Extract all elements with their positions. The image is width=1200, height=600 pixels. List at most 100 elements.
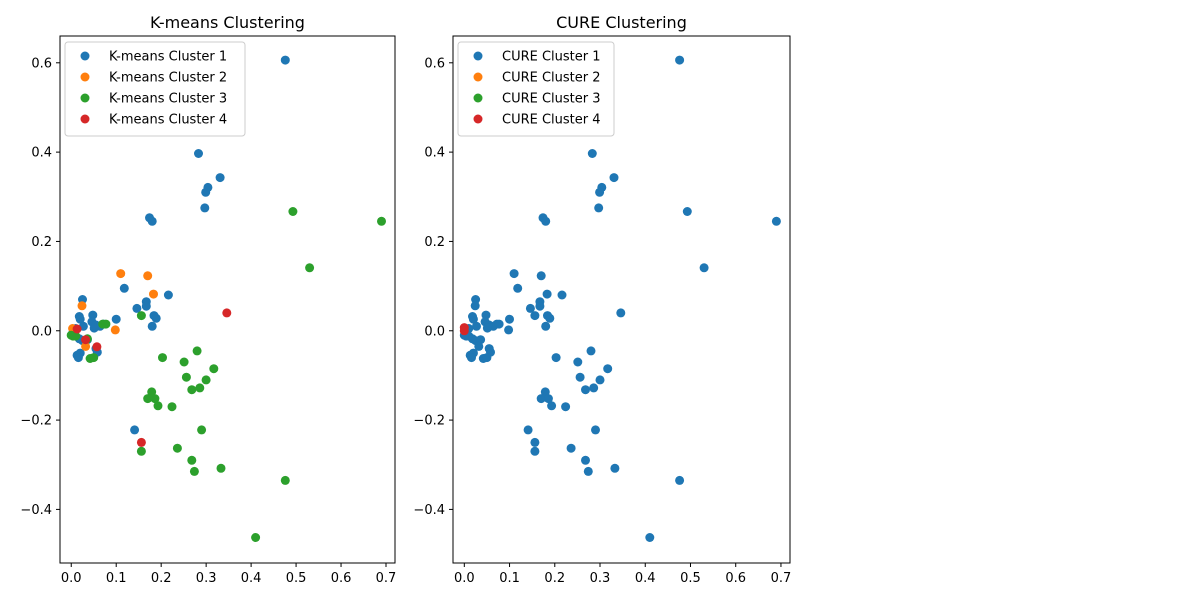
y-tick-label: 0.0	[31, 324, 52, 339]
y-axis: −0.4 −0.2 0.0 0.2 0.4 0.6	[20, 56, 60, 518]
data-point	[200, 203, 210, 213]
data-point	[143, 271, 153, 281]
data-point	[543, 394, 553, 404]
legend-label: K-means Cluster 3	[109, 92, 227, 107]
data-point	[201, 375, 211, 385]
legend-marker	[473, 114, 483, 124]
legend: CURE Cluster 1 CURE Cluster 2 CURE Cluster…	[457, 41, 615, 137]
data-point	[147, 321, 157, 331]
data-point	[472, 321, 481, 331]
data-point	[141, 301, 151, 311]
data-point	[591, 425, 600, 435]
data-point	[195, 383, 205, 393]
data-point	[699, 263, 709, 273]
data-point	[158, 353, 167, 363]
legend-box	[457, 41, 615, 137]
data-point	[581, 385, 590, 395]
data-point	[530, 446, 540, 456]
data-point	[179, 357, 189, 367]
data-point	[470, 301, 480, 311]
data-point	[101, 319, 111, 329]
data-point	[675, 55, 685, 65]
chart-points	[66, 55, 386, 542]
data-point	[119, 283, 129, 293]
data-point	[557, 290, 567, 300]
data-point	[75, 314, 85, 324]
data-point	[130, 425, 140, 435]
data-point	[81, 341, 91, 351]
x-axis: 0.0 0.1 0.2 0.3 0.4 0.5 0.6 0.7	[454, 563, 791, 586]
legend-box	[64, 41, 246, 137]
y-tick-label: 0.2	[424, 235, 445, 250]
x-axis: 0.0 0.1 0.2 0.3 0.4 0.5 0.6 0.7	[61, 563, 396, 586]
y-tick-label: −0.2	[413, 414, 445, 429]
data-point	[587, 149, 597, 158]
data-point	[589, 383, 599, 393]
legend-marker	[80, 114, 90, 124]
chart-title: CURE Clustering	[556, 13, 687, 32]
data-point	[545, 313, 555, 323]
x-tick-label: 0.0	[454, 571, 475, 586]
legend-marker	[473, 93, 483, 103]
data-point	[136, 437, 146, 447]
x-tick-label: 0.6	[331, 571, 352, 586]
cure-chart: CURE Clustering 0.0 0.1 0.2 0.3 0.4 0.5 0.6 0.7…	[413, 13, 791, 586]
legend-marker	[473, 72, 483, 82]
plot-frame	[59, 35, 396, 564]
data-point	[513, 283, 523, 293]
data-point	[136, 446, 146, 456]
data-point	[151, 313, 161, 323]
data-point	[542, 289, 552, 299]
legend-label: K-means Cluster 4	[109, 113, 227, 128]
data-point	[149, 289, 158, 299]
x-tick-label: 0.2	[151, 571, 172, 586]
data-point	[216, 463, 226, 473]
y-tick-label: 0.6	[31, 56, 52, 71]
x-tick-label: 0.4	[635, 571, 656, 586]
x-tick-label: 0.7	[376, 571, 397, 586]
data-point	[467, 353, 476, 363]
y-tick-label: 0.2	[31, 235, 52, 250]
data-point	[540, 387, 550, 397]
data-point	[172, 443, 182, 453]
chart-points	[459, 55, 781, 542]
chart-title: K-means Clustering	[150, 13, 305, 32]
data-point	[675, 475, 685, 485]
x-tick-label: 0.6	[725, 571, 746, 586]
data-point	[481, 310, 491, 320]
data-point	[201, 187, 211, 197]
legend-label: CURE Cluster 3	[502, 92, 601, 107]
data-point	[494, 319, 504, 329]
data-point	[72, 324, 82, 334]
data-point	[468, 314, 478, 324]
data-point	[111, 314, 121, 324]
data-point	[153, 401, 163, 411]
x-tick-label: 0.5	[680, 571, 701, 586]
data-point	[189, 466, 199, 476]
data-point	[581, 455, 590, 465]
data-point	[541, 321, 551, 331]
data-point	[474, 341, 484, 351]
x-tick-label: 0.2	[544, 571, 565, 586]
legend-label: K-means Cluster 1	[109, 50, 227, 65]
data-point	[192, 346, 202, 356]
x-tick-label: 0.0	[61, 571, 82, 586]
data-point	[541, 216, 551, 226]
data-point	[251, 533, 261, 542]
data-point	[530, 437, 540, 447]
x-tick-label: 0.7	[771, 571, 792, 586]
data-point	[280, 55, 290, 65]
data-point	[136, 311, 146, 321]
data-point	[645, 533, 655, 542]
x-tick-label: 0.3	[196, 571, 217, 586]
data-point	[187, 385, 197, 395]
data-point	[88, 310, 98, 320]
data-point	[181, 372, 191, 382]
data-point	[551, 353, 561, 363]
data-point	[110, 325, 120, 335]
data-point	[167, 402, 177, 412]
data-point	[143, 394, 153, 404]
data-point	[459, 326, 469, 336]
legend-label: CURE Cluster 1	[502, 50, 601, 65]
data-point	[530, 311, 540, 321]
